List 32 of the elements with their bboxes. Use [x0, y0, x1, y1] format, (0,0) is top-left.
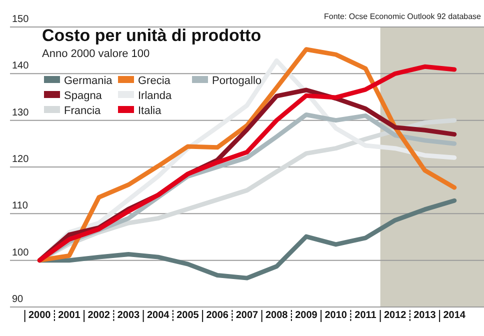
x-tick-label: 2014: [443, 310, 466, 321]
legend-label: Spagna: [64, 90, 103, 102]
legend-label: Grecia: [138, 75, 172, 87]
legend-label: Portogallo: [212, 75, 262, 87]
x-tick-label: 2012: [384, 310, 407, 321]
x-tick-label: 2004: [147, 310, 170, 321]
legend-label: Irlanda: [138, 90, 173, 102]
legend-label: Germania: [64, 75, 114, 87]
y-tick-label: 90: [12, 294, 24, 305]
x-tick-label: 2005: [176, 310, 200, 321]
x-tick-label: 2003: [117, 310, 140, 321]
y-tick-label: 120: [12, 154, 30, 165]
y-tick-label: 140: [12, 60, 30, 72]
y-tick-label: 100: [12, 247, 30, 258]
x-tick-label: 2000: [28, 310, 52, 321]
x-tick-label: 2013: [414, 310, 436, 321]
x-tick-label: 2010: [324, 310, 348, 321]
x-tick-label: 2002: [88, 310, 110, 321]
legend-label: Italia: [138, 105, 162, 117]
y-tick-label: 150: [12, 14, 30, 25]
x-tick-label: 2007: [236, 310, 259, 321]
y-tick-label: 130: [12, 107, 30, 118]
source-note: Fonte: Ocse Economic Outlook 92 database: [324, 12, 482, 21]
x-tick-label: 2008: [266, 310, 288, 321]
x-tick-label: 2001: [58, 310, 81, 321]
x-tick-label: 2006: [206, 310, 229, 321]
x-tick-label: 2009: [295, 310, 318, 321]
legend-label: Francia: [64, 105, 102, 117]
x-tick-label: 2011: [354, 310, 377, 321]
chart-title: Costo per unità di prodotto: [42, 26, 262, 45]
y-tick-label: 110: [12, 200, 28, 212]
text: Anno 2000 valore 100: [42, 48, 150, 60]
